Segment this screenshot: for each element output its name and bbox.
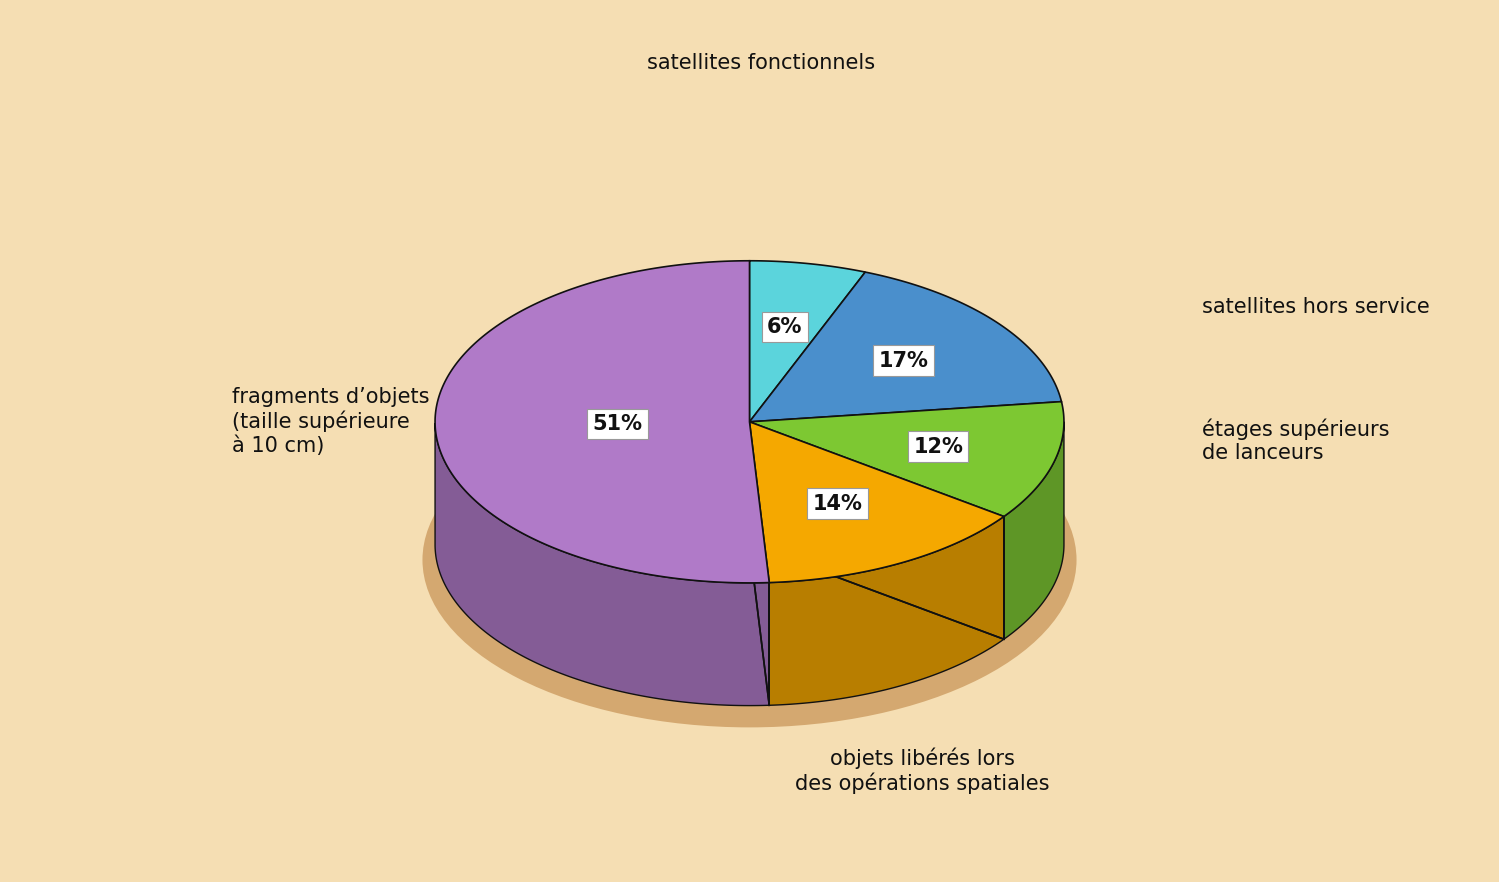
Ellipse shape	[423, 392, 1076, 728]
Text: satellites fonctionnels: satellites fonctionnels	[648, 53, 875, 73]
Polygon shape	[435, 423, 769, 706]
Polygon shape	[1004, 422, 1064, 639]
Polygon shape	[750, 261, 865, 422]
Text: étages supérieurs
de lanceurs: étages supérieurs de lanceurs	[1202, 419, 1390, 463]
Text: satellites hors service: satellites hors service	[1202, 296, 1430, 317]
Text: 6%: 6%	[767, 317, 802, 337]
Polygon shape	[435, 261, 769, 583]
Polygon shape	[769, 517, 1004, 706]
Text: 14%: 14%	[812, 494, 862, 513]
Text: 51%: 51%	[592, 414, 643, 434]
Text: objets libérés lors
des opérations spatiales: objets libérés lors des opérations spati…	[794, 748, 1049, 795]
Text: 12%: 12%	[913, 437, 964, 457]
Polygon shape	[750, 401, 1064, 517]
Polygon shape	[750, 422, 1004, 583]
Polygon shape	[750, 272, 1061, 422]
Text: fragments d’objets
(taille supérieure
à 10 cm): fragments d’objets (taille supérieure à …	[232, 387, 429, 456]
Text: 17%: 17%	[878, 351, 928, 370]
